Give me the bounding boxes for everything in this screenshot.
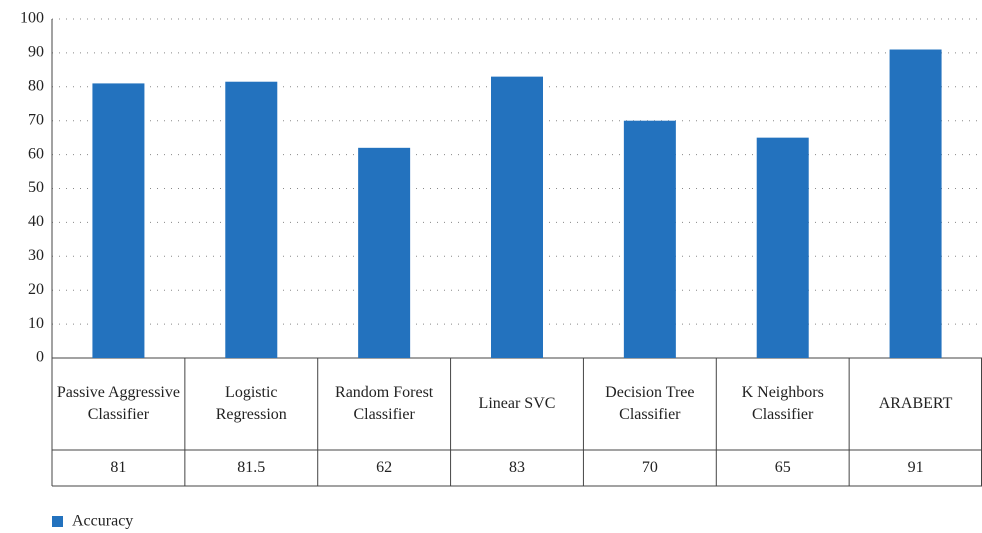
category-cell: Logistic Regression: [215, 384, 287, 423]
value-cell: 70: [641, 459, 658, 476]
bar: [225, 81, 278, 358]
y-tick-label: 30: [28, 247, 44, 264]
value-cell: 81: [110, 459, 127, 476]
legend-swatch: [52, 516, 63, 527]
bar: [358, 147, 411, 358]
y-tick-label: 0: [36, 349, 44, 366]
category-cell: Passive Aggressive Classifier: [56, 384, 180, 423]
category-cell: Decision Tree Classifier: [605, 384, 695, 423]
bar: [491, 76, 543, 358]
value-cell: 81.5: [237, 459, 266, 476]
bar: [756, 137, 809, 358]
y-tick-label: 100: [20, 10, 44, 27]
category-cell: Linear SVC: [478, 395, 556, 412]
y-tick-label: 10: [28, 315, 44, 332]
y-tick-label: 50: [28, 179, 44, 196]
value-cell: 83: [508, 459, 525, 476]
bar: [92, 83, 145, 358]
category-cell: ARABERT: [878, 395, 953, 412]
category-cell: K Neighbors Classifier: [741, 384, 824, 423]
y-tick-label: 90: [28, 44, 44, 61]
y-tick-label: 20: [28, 281, 44, 298]
value-cell: 65: [774, 459, 791, 476]
y-tick-label: 80: [28, 77, 44, 94]
value-cell: 62: [376, 459, 393, 476]
bar: [889, 49, 942, 358]
y-tick-label: 60: [28, 145, 44, 162]
category-cell: Random Forest Classifier: [335, 384, 434, 423]
bar: [623, 120, 676, 358]
y-tick-label: 40: [28, 213, 44, 230]
y-tick-label: 70: [28, 111, 44, 128]
legend-label: Accuracy: [72, 513, 133, 530]
value-cell: 91: [907, 459, 924, 476]
